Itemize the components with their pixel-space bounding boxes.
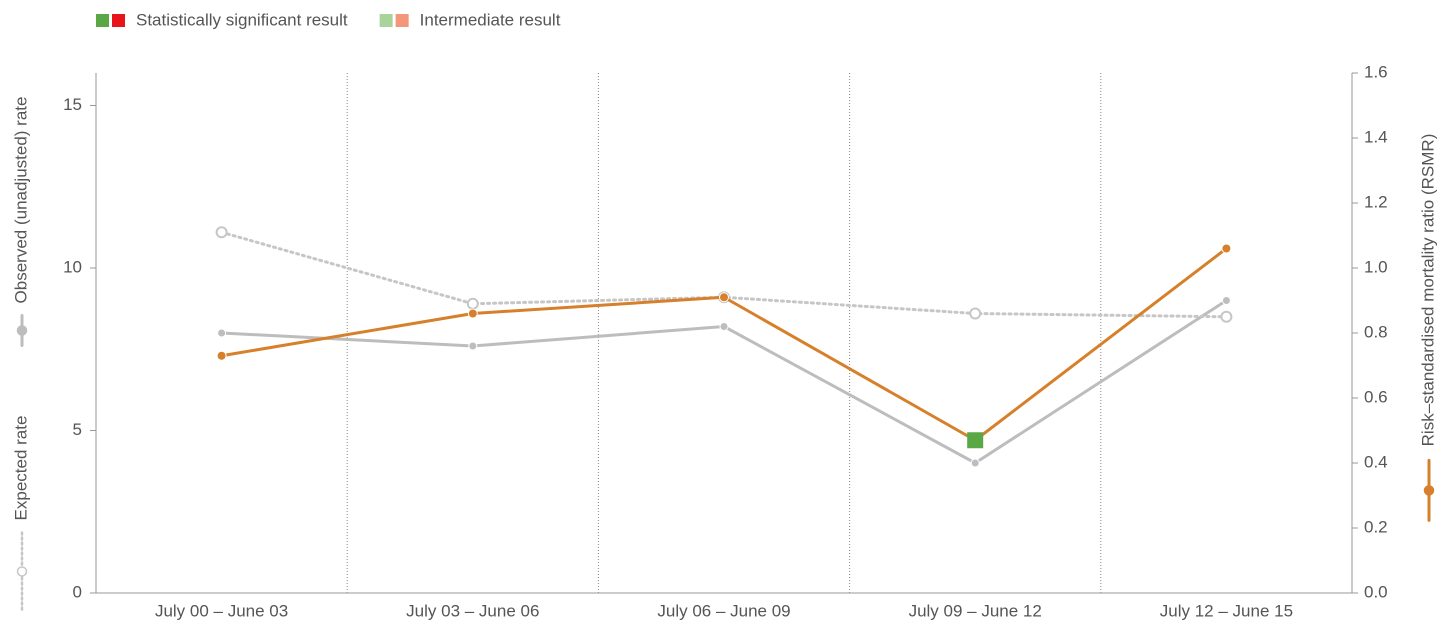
point <box>215 226 228 239</box>
y2-tick-label: 1.0 <box>1364 257 1388 276</box>
y-tick-label: 0 <box>73 582 82 601</box>
axis-title: Expected rate <box>11 416 30 521</box>
y2-tick-label: 0.2 <box>1364 517 1388 536</box>
point <box>1220 310 1233 323</box>
axis-title-icon <box>1423 458 1435 522</box>
point <box>719 292 729 303</box>
x-tick-label: July 09 – June 12 <box>909 601 1042 620</box>
legend-label: Statistically significant result <box>136 10 348 29</box>
axis-title: Observed (unadjusted) rate <box>11 97 30 304</box>
point <box>970 458 980 468</box>
icon-marker <box>1423 485 1435 496</box>
legend-label: Intermediate result <box>420 10 561 29</box>
series-line <box>220 230 1228 319</box>
legend-swatch <box>379 14 393 27</box>
significant-point <box>967 432 984 449</box>
y2-tick-label: 1.6 <box>1364 62 1388 81</box>
legend-swatch <box>395 14 409 27</box>
x-tick-label: July 12 – June 15 <box>1160 601 1293 620</box>
icon-marker <box>16 325 28 336</box>
series-line <box>220 247 1228 442</box>
x-tick-label: July 00 – June 03 <box>155 601 288 620</box>
legend-swatch <box>112 14 125 27</box>
y2-tick-label: 0.8 <box>1364 322 1388 341</box>
point <box>467 308 478 319</box>
legend-swatch <box>96 14 109 27</box>
y-tick-label: 5 <box>73 420 82 439</box>
point <box>217 328 227 338</box>
icon-marker <box>16 566 28 577</box>
x-tick-label: July 06 – June 09 <box>657 601 790 620</box>
y-tick-label: 15 <box>63 95 82 114</box>
y2-tick-label: 1.4 <box>1364 127 1388 146</box>
y2-tick-label: 0.4 <box>1364 452 1388 471</box>
y-tick-label: 10 <box>63 257 82 276</box>
point <box>1221 243 1232 254</box>
point <box>719 322 729 331</box>
axis-title-icon <box>16 313 28 347</box>
axis-title: Risk–standardised mortality ratio (RSMR) <box>1418 134 1437 447</box>
point <box>468 341 478 351</box>
y2-tick-label: 0.6 <box>1364 387 1388 406</box>
point <box>1221 296 1231 305</box>
axis-title-icon <box>16 531 28 612</box>
point <box>216 350 227 361</box>
y2-tick-label: 1.2 <box>1364 192 1388 211</box>
point <box>969 307 982 320</box>
x-tick-label: July 03 – June 06 <box>406 601 539 620</box>
y2-tick-label: 0.0 <box>1364 582 1388 601</box>
point <box>466 297 479 310</box>
